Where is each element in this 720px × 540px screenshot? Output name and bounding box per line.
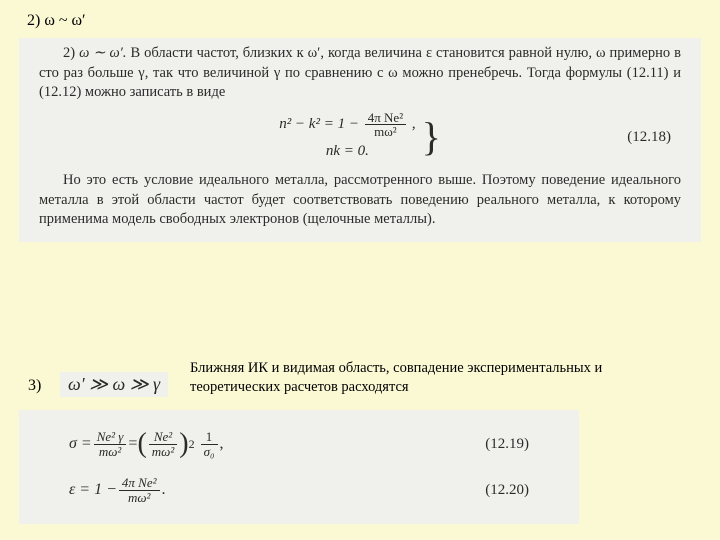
eq18-line1: n² − k² = 1 − 4π Ne²mω² , xyxy=(279,116,415,132)
eq20-end: . xyxy=(162,479,166,501)
eq20-frac-den: mω² xyxy=(119,491,160,505)
eq20-number: (12.20) xyxy=(485,480,529,500)
eq19-frac1: Ne² γ mω² xyxy=(94,430,127,458)
eq19-paren-den: mω² xyxy=(149,445,177,459)
eq19-number: (12.19) xyxy=(485,434,529,454)
eq19-frac1-den: mω² xyxy=(94,445,127,459)
eq18-brace: } xyxy=(422,117,441,157)
eq19-frac1-num: Ne² γ xyxy=(94,430,127,445)
case-condition: ω ∼ ω′. xyxy=(79,45,130,61)
eq18-frac-den: mω² xyxy=(365,125,406,139)
equation-12-18: n² − k² = 1 − 4π Ne²mω² , nk = 0. } (12.… xyxy=(39,111,681,163)
eq19-tailfrac: 1 σ₀ xyxy=(201,430,218,458)
case-3-note: Ближняя ИК и видимая область, совпадение… xyxy=(190,359,690,397)
equation-12-20: ε = 1 − 4π Ne² mω² . (12.20) xyxy=(69,470,559,510)
scan-block-1: 2) ω ∼ ω′. В области частот, близких к ω… xyxy=(19,38,701,242)
case-3-label: 3) xyxy=(28,377,41,395)
eq18-number: (12.18) xyxy=(627,127,671,147)
eq19-lparen: ( xyxy=(137,437,146,451)
eq19-tail-num: 1 xyxy=(201,430,218,445)
eq19-paren-num: Ne² xyxy=(149,430,177,445)
eq19-exp: 2 xyxy=(189,436,195,452)
eq18-line2: nk = 0. xyxy=(326,143,369,159)
para1-body: В области частот, близких к ω′, когда ве… xyxy=(39,45,681,100)
eq19-lhs: σ = xyxy=(69,433,92,455)
case-number: 2) xyxy=(63,45,79,61)
eq18-line1-lhs: n² − k² = 1 − xyxy=(279,116,363,132)
eq19-end: , xyxy=(220,433,224,455)
case-2-header: 2) ω ~ ω′ xyxy=(27,12,86,30)
scan1-para2: Но это есть условие идеального металла, … xyxy=(39,171,681,230)
eq19-tail-den: σ₀ xyxy=(201,445,218,459)
scan-block-2: σ = Ne² γ mω² = ( Ne² mω² )2 1 σ₀ , (12.… xyxy=(19,410,579,524)
eq19-parenfrac: Ne² mω² xyxy=(149,430,177,458)
scan1-para1: 2) ω ∼ ω′. В области частот, близких к ω… xyxy=(39,44,681,103)
eq18-frac: 4π Ne²mω² xyxy=(365,111,406,139)
eq20-frac: 4π Ne² mω² xyxy=(119,476,160,504)
eq20-frac-num: 4π Ne² xyxy=(119,476,160,491)
eq18-line1-end: , xyxy=(408,116,416,132)
equation-12-19: σ = Ne² γ mω² = ( Ne² mω² )2 1 σ₀ , (12.… xyxy=(69,424,559,464)
eq18-frac-num: 4π Ne² xyxy=(365,111,406,126)
case-3-condition: ω′ ≫ ω ≫ γ xyxy=(60,372,168,397)
eq19-mid: = xyxy=(128,433,137,455)
eq20-lhs: ε = 1 − xyxy=(69,479,117,501)
eq19-rparen: ) xyxy=(179,437,188,451)
